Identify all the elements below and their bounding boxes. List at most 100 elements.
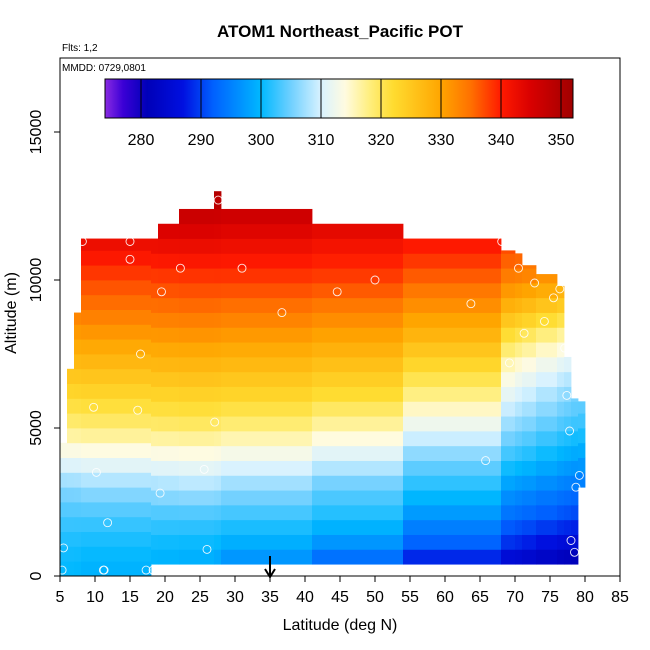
heatmap-cell — [67, 413, 75, 429]
heatmap-cell — [522, 371, 537, 387]
heatmap-cell — [179, 460, 215, 476]
heatmap-cell — [501, 253, 516, 269]
heatmap-cell — [81, 280, 152, 296]
heatmap-cell — [403, 238, 502, 254]
heatmap-cell — [515, 297, 523, 313]
heatmap-cell — [515, 342, 523, 358]
heatmap-cell — [564, 445, 572, 461]
observation-point — [237, 263, 247, 273]
heatmap-cell — [81, 265, 152, 281]
heatmap-cell — [74, 339, 82, 355]
heatmap-cell — [221, 312, 313, 328]
heatmap-cell — [557, 416, 565, 432]
heatmap-cell — [214, 534, 222, 550]
heatmap-cell — [158, 430, 180, 447]
x-tick-label: 50 — [366, 589, 384, 606]
heatmap-cell — [81, 516, 152, 532]
heatmap-cell — [312, 238, 404, 254]
heatmap-cell — [403, 327, 502, 343]
heatmap-cell — [312, 282, 404, 299]
heatmap-cell — [151, 504, 159, 521]
heatmap-cell — [536, 371, 558, 387]
heatmap-cell — [571, 460, 579, 476]
heatmap-cell — [557, 445, 565, 461]
y-tick-label: 10000 — [28, 258, 45, 303]
colorbar-gradient — [104, 78, 574, 119]
heatmap-cell — [179, 401, 215, 417]
heatmap-cell — [403, 268, 502, 284]
heatmap-cell — [501, 312, 516, 328]
heatmap-cell — [501, 490, 516, 506]
heatmap-cell — [312, 342, 404, 358]
colorbar-tick-label: 310 — [308, 132, 335, 149]
heatmap-cell — [522, 312, 537, 328]
heatmap-cell — [179, 549, 215, 565]
heatmap-cell — [81, 383, 152, 399]
observation-point — [565, 426, 575, 436]
heatmap-cell — [74, 324, 82, 340]
heatmap-cell — [74, 442, 82, 458]
heatmap-cell — [515, 401, 523, 417]
heatmap-cell — [557, 297, 565, 313]
heatmap-cell — [179, 371, 215, 387]
heatmap-cell — [557, 549, 565, 565]
heatmap-cell — [515, 282, 523, 299]
heatmap-cell — [515, 327, 523, 343]
x-tick-label: 20 — [156, 589, 174, 606]
heatmap-cell — [158, 297, 180, 313]
heatmap-cell — [60, 442, 68, 458]
observation-point — [549, 293, 558, 303]
heatmap-cell — [571, 430, 579, 447]
observation-point — [148, 565, 158, 575]
colorbar-tick-label: 320 — [368, 132, 395, 149]
heatmap-cell — [67, 487, 75, 503]
heatmap-cell — [221, 386, 313, 402]
observation-point — [98, 565, 108, 575]
heatmap-cell — [151, 475, 159, 491]
heatmap-cell — [578, 442, 586, 458]
heatmap-cell — [60, 487, 68, 503]
heatmap-cell — [179, 416, 215, 432]
y-tick-label: 5000 — [28, 410, 45, 446]
observation-point — [125, 254, 135, 264]
heatmap-cell — [403, 401, 502, 417]
heatmap-cell — [158, 401, 180, 417]
observation-point — [560, 343, 570, 353]
heatmap-cell — [536, 386, 558, 402]
heatmap-cell — [158, 371, 180, 387]
heatmap-cell — [221, 208, 313, 225]
heatmap-cell — [536, 401, 558, 417]
heatmap-cell — [214, 342, 222, 358]
heatmap-cell — [501, 504, 516, 521]
heatmap-cell — [557, 519, 565, 535]
heatmap-cell — [403, 475, 502, 491]
heatmap-cell — [515, 268, 523, 284]
heatmap-cell — [515, 371, 523, 387]
heatmap-cell — [501, 401, 516, 417]
heatmap-cell — [179, 475, 215, 491]
heatmap-cell — [515, 312, 523, 328]
heatmap-cell — [403, 312, 502, 328]
heatmap-cell — [221, 356, 313, 373]
heatmap-cell — [557, 285, 565, 299]
heatmap-cell — [151, 282, 159, 299]
heatmap-cell — [403, 297, 502, 313]
observation-point — [574, 470, 584, 480]
heatmap-cell — [60, 472, 68, 488]
heatmap-cell — [501, 445, 516, 461]
heatmap-cell — [214, 490, 222, 506]
arrow-marker — [264, 556, 276, 579]
observation-point — [566, 536, 576, 545]
heatmap-cell — [179, 238, 215, 254]
observation-point — [213, 195, 223, 205]
heatmap-cell — [81, 398, 152, 414]
heatmap-cell — [67, 383, 75, 399]
x-tick-label: 30 — [226, 589, 244, 606]
heatmap-cell — [578, 413, 586, 429]
observation-point — [199, 464, 209, 474]
heatmap-cell — [557, 356, 565, 373]
heatmap-cell — [221, 460, 313, 476]
heatmap-cell — [515, 445, 523, 461]
heatmap-cell — [536, 356, 558, 373]
y-axis: 0 5000 10000 15000 — [28, 110, 60, 580]
